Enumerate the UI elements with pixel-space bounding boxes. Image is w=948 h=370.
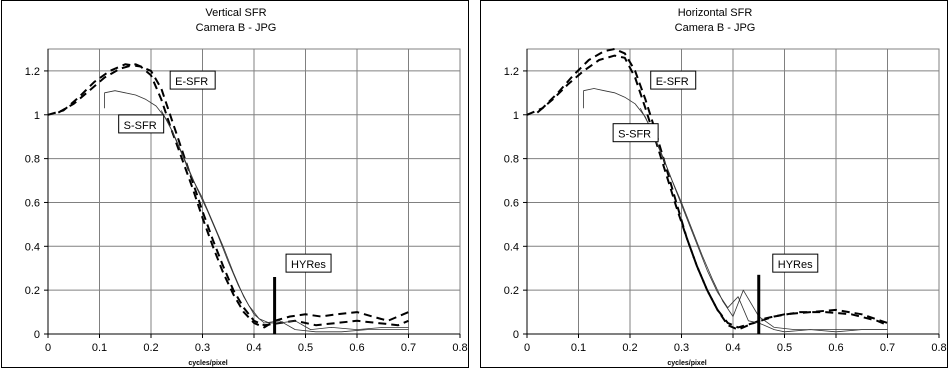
annotation-box: [772, 253, 819, 273]
annotation-s-sfr: S-SFR: [118, 114, 165, 134]
annotation-e-sfr: E-SFR: [169, 70, 216, 90]
x-tick-label: 0.4: [725, 342, 740, 354]
chart-subtitle: Camera B - JPG: [675, 22, 756, 34]
chart-title: Vertical SFR: [205, 7, 266, 19]
annotation-text: E-SFR: [656, 76, 689, 88]
y-tick-label: 0.6: [25, 197, 40, 209]
series-e-sfr-2-line: [57, 63, 409, 327]
series-s-sfr-2-line: [160, 110, 409, 333]
x-tick-label: 0.7: [880, 342, 895, 354]
annotation-box: [650, 70, 697, 90]
annotation-text: S-SFR: [618, 129, 651, 141]
y-tick-label: 0.6: [504, 197, 519, 209]
annotation-e-sfr: E-SFR: [650, 70, 697, 90]
x-tick-label: 0: [45, 342, 51, 354]
chart-title: Horizontal SFR: [678, 7, 753, 19]
y-tick-label: 0.4: [504, 241, 519, 253]
series-s-sfr-line: [583, 88, 888, 333]
y-tick-label: 0: [513, 329, 519, 341]
annotation-s-sfr: S-SFR: [612, 123, 659, 143]
x-tick-label: 0.6: [349, 342, 364, 354]
annotation-box: [285, 253, 332, 273]
series-e-sfr-line: [47, 63, 409, 329]
chart-subtitle: Camera B - JPG: [196, 22, 277, 34]
x-tick-label: 0.1: [571, 342, 586, 354]
x-tick-label: 0.5: [298, 342, 313, 354]
x-tick-label: 0.8: [931, 342, 946, 354]
y-tick-label: 0.8: [25, 154, 40, 166]
x-axis-label: cycles/pixel: [188, 360, 227, 367]
x-tick-label: 0.7: [401, 342, 416, 354]
series-e-sfr-2-line: [536, 54, 888, 329]
annotation-text: HYRes: [291, 259, 326, 271]
annotation-hyres: HYRes: [285, 253, 332, 273]
y-tick-label: 1: [34, 110, 40, 122]
annotation-box: [118, 114, 165, 134]
y-tick-label: 1.2: [504, 66, 519, 78]
x-tick-label: 0: [524, 342, 530, 354]
x-tick-label: 0.3: [195, 342, 210, 354]
y-tick-label: 0: [34, 329, 40, 341]
y-tick-label: 1: [513, 110, 519, 122]
annotation-text: E-SFR: [175, 76, 208, 88]
y-tick-label: 1.2: [25, 66, 40, 78]
annotation-box: [169, 70, 216, 90]
y-tick-label: 0.2: [504, 285, 519, 297]
x-tick-label: 0.8: [452, 342, 467, 354]
x-tick-label: 0.6: [828, 342, 843, 354]
x-tick-label: 0.3: [674, 342, 689, 354]
vertical-sfr-plot: 0 0.1 0.2 0.3 0.4 0.5 0.6 0.7 0.8 0 0.2 0.4 0.6 0.8 1 1…: [25, 7, 468, 367]
x-tick-label: 0.5: [777, 342, 792, 354]
vertical-sfr-chart: 0 0.1 0.2 0.3 0.4 0.5 0.6 0.7 0.8 0 0.2 0.4 0.6 0.8 1 1…: [1, 0, 469, 368]
y-tick-label: 0.8: [504, 154, 519, 166]
annotation-box: [612, 123, 659, 143]
y-tick-label: 0.4: [25, 241, 40, 253]
series-s-sfr-line: [104, 90, 409, 331]
x-tick-label: 0.4: [246, 342, 261, 354]
annotation-hyres: HYRes: [772, 253, 819, 273]
x-tick-label: 0.2: [622, 342, 637, 354]
horizontal-sfr-chart: 0 0.1 0.2 0.3 0.4 0.5 0.6 0.7 0.8 0 0.2 0.4 0.6 0.8 1 1…: [480, 0, 948, 368]
annotation-text: HYRes: [778, 259, 813, 271]
x-tick-label: 0.1: [92, 342, 107, 354]
horizontal-sfr-plot: 0 0.1 0.2 0.3 0.4 0.5 0.6 0.7 0.8 0 0.2 0.4 0.6 0.8 1 1…: [504, 7, 947, 367]
x-tick-label: 0.2: [143, 342, 158, 354]
x-axis-label: cycles/pixel: [667, 360, 706, 367]
y-tick-label: 0.2: [25, 285, 40, 297]
annotation-text: S-SFR: [124, 120, 157, 132]
series-s-sfr-2-line: [639, 108, 888, 331]
